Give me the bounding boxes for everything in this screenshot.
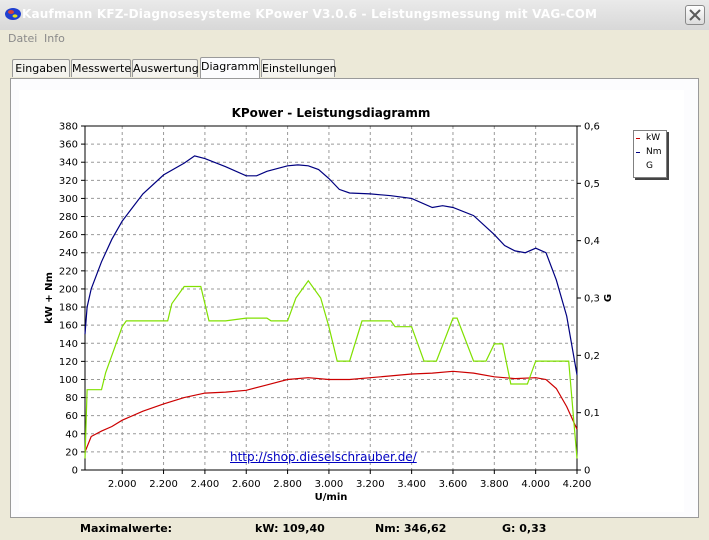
y-tick-label: 360 [59, 140, 78, 151]
y2-tick-label: 0 [584, 466, 590, 477]
y2-tick-label: 0,6 [584, 122, 600, 133]
y-tick-label: 40 [65, 429, 78, 440]
y-tick-label: 80 [65, 393, 78, 404]
tab-strip: Eingaben Messwerte Auswertung Diagramm E… [0, 57, 709, 79]
x-tick-label: 4.000 [521, 479, 550, 490]
footer-max-values: Maximalwerte: kW: 109,40 Nm: 346,62 G: 0… [0, 518, 709, 540]
close-button[interactable] [685, 5, 705, 25]
y-tick-label: 160 [59, 321, 78, 332]
y-tick-label: 300 [59, 194, 78, 205]
y2-tick-label: 0,2 [584, 351, 600, 362]
y-tick-label: 380 [59, 122, 78, 133]
chart-title: KPower - Leistungsdiagramm [232, 106, 431, 120]
power-chart: KPower - Leistungsdiagramm 2.000 2.200 2.40… [44, 106, 614, 503]
shop-link[interactable]: http://shop.dieselschrauber.de/ [230, 450, 417, 464]
y-axis-label: kW + Nm [44, 272, 55, 324]
y2-tick-label: 0,4 [584, 236, 600, 247]
legend-mark-nm [636, 152, 640, 153]
x-tick-label: 4.200 [563, 479, 592, 490]
tab-eingaben[interactable]: Eingaben [12, 59, 70, 77]
menu-datei[interactable]: Datei [8, 32, 38, 45]
x-tick-label: 3.000 [315, 479, 344, 490]
chart-area [19, 90, 684, 512]
series-line-nm [84, 155, 578, 376]
y2-tick-label: 0,3 [584, 294, 600, 305]
y-tick-label: 180 [59, 303, 78, 314]
legend-label-nm: Nm [646, 147, 662, 157]
x-tick-label: 3.200 [356, 479, 385, 490]
app-icon [5, 8, 21, 20]
y-tick-label: 280 [59, 212, 78, 223]
window-title: Kaufmann KFZ-Diagnosesysteme KPower V3.0… [22, 7, 598, 21]
tab-diagramm[interactable]: Diagramm [200, 57, 260, 78]
y2-tick-label: 0,5 [584, 179, 600, 190]
legend-mark-kw [636, 138, 640, 139]
x-tick-label: 3.600 [439, 479, 468, 490]
y-tick-label: 100 [59, 375, 78, 386]
x-tick-label: 3.800 [480, 479, 509, 490]
plot-frame [84, 125, 578, 471]
y-tick-label: 340 [59, 158, 78, 169]
title-bar: Kaufmann KFZ-Diagnosesysteme KPower V3.0… [0, 0, 709, 30]
menu-info[interactable]: Info [44, 32, 65, 45]
y-tick-label: 220 [59, 266, 78, 277]
series-line-g [84, 279, 578, 459]
chart-legend: kW Nm G [633, 130, 667, 178]
max-g-value: G: 0,33 [502, 522, 547, 535]
y-tick-label: 140 [59, 339, 78, 350]
close-icon [689, 9, 701, 21]
max-values-label: Maximalwerte: [80, 522, 173, 535]
y-tick-label: 0 [72, 466, 78, 477]
y-tick-label: 200 [59, 284, 78, 295]
legend-item-kw: kW [636, 132, 666, 145]
y-tick-label: 240 [59, 248, 78, 259]
x-tick-label: 3.400 [397, 479, 426, 490]
max-nm-value: Nm: 346,62 [375, 522, 447, 535]
x-tick-label: 2.400 [191, 479, 220, 490]
tab-messwerte[interactable]: Messwerte [71, 59, 131, 77]
legend-label-g: G [646, 161, 653, 171]
legend-item-nm: Nm [636, 146, 666, 159]
x-axis-label: U/min [315, 492, 348, 503]
tab-auswertung[interactable]: Auswertung [132, 59, 199, 77]
x-tick-label: 2.600 [232, 479, 261, 490]
y2-axis-label: G [603, 294, 614, 302]
x-tick-label: 2.800 [273, 479, 302, 490]
series-line-kw [84, 370, 578, 453]
menu-bar: Datei Info [0, 30, 709, 48]
y-tick-label: 260 [59, 230, 78, 241]
y-tick-label: 320 [59, 176, 78, 187]
x-tick-label: 2.000 [108, 479, 137, 490]
legend-item-g: G [636, 160, 666, 173]
tab-einstellungen[interactable]: Einstellungen [261, 59, 337, 77]
max-kw-value: kW: 109,40 [255, 522, 325, 535]
y-tick-label: 120 [59, 357, 78, 368]
y-tick-label: 60 [65, 411, 78, 422]
y2-tick-label: 0,1 [584, 408, 600, 419]
legend-label-kw: kW [646, 133, 661, 143]
x-tick-label: 2.200 [149, 479, 178, 490]
y-tick-label: 20 [65, 447, 78, 458]
